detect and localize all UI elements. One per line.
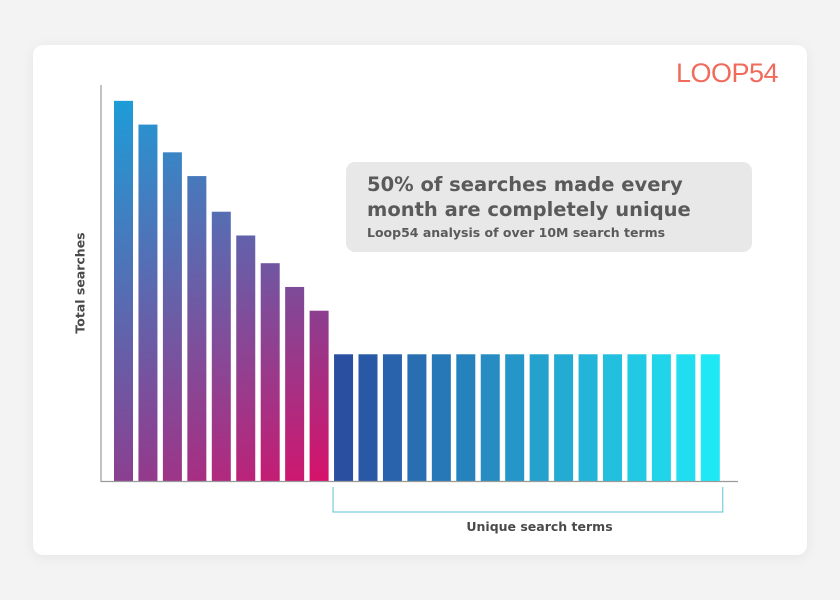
head-bar — [236, 235, 256, 481]
tail-bar — [554, 354, 574, 481]
tail-bar — [334, 354, 354, 481]
callout-headline-line-1: 50% of searches made every — [367, 173, 683, 196]
loop54-logo: LOOP54 — [676, 58, 779, 88]
tail-bar — [456, 354, 476, 481]
tail-bar — [578, 354, 598, 481]
head-bar — [114, 100, 133, 481]
x-axis-label: Unique search terms — [466, 519, 613, 534]
head-bar — [187, 176, 207, 481]
callout-box: 50% of searches made every month are com… — [346, 162, 752, 252]
tail-bar — [603, 354, 622, 481]
tail-bar — [407, 354, 427, 481]
tail-bar — [651, 354, 671, 481]
long-tail-bracket — [332, 487, 724, 513]
tail-bar — [382, 354, 402, 481]
head-bar — [162, 152, 182, 481]
tail-bar — [480, 354, 500, 481]
tail-bar — [700, 354, 720, 481]
tail-bar — [431, 354, 451, 481]
callout-headline-line-2: month are completely unique — [367, 198, 691, 221]
head-bar — [285, 286, 305, 481]
tail-bar — [627, 354, 647, 481]
callout-subtitle: Loop54 analysis of over 10M search terms — [367, 225, 666, 240]
callout-headline: 50% of searches made every month are com… — [367, 172, 732, 222]
head-bar — [138, 124, 158, 481]
tail-bar — [358, 354, 378, 481]
y-axis-label-text: Total searches — [72, 232, 88, 334]
head-bar — [309, 310, 329, 481]
tail-bar — [676, 354, 696, 481]
head-bar — [260, 263, 280, 481]
tail-bar — [529, 354, 549, 481]
head-bar — [211, 211, 231, 481]
tail-bar — [505, 354, 525, 481]
